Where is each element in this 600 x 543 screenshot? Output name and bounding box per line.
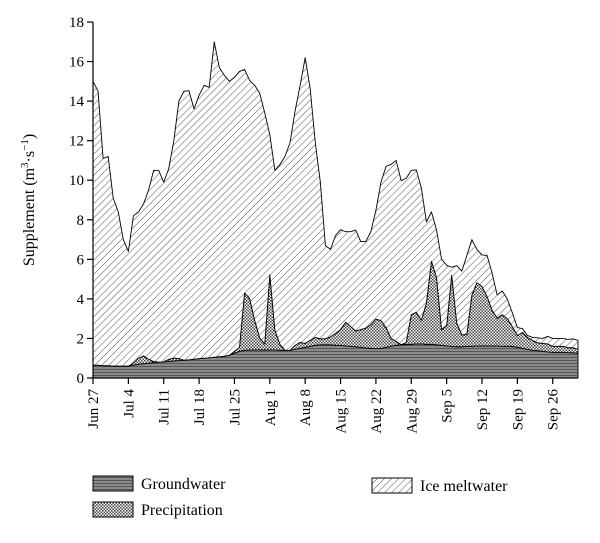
y-tick-label: 18: [69, 15, 84, 31]
y-axis-label: Supplement (m3·s−1): [19, 134, 38, 266]
x-axis: Jun 27 Jul 4 Jul 11 Jul 18 Jul 25 Aug 1 Aug 8 A…: [86, 377, 578, 434]
legend-label-precipitation: Precipitation: [141, 502, 223, 519]
x-tick-label: Sep 26: [546, 389, 562, 431]
areas-layer: [92, 41, 579, 379]
x-tick-label: Aug 15: [334, 389, 350, 434]
legend-item-groundwater: Groundwater: [92, 475, 226, 493]
x-tick-label: Sep 5: [440, 389, 456, 423]
y-tick-label: 14: [69, 94, 85, 110]
legend-label-groundwater: Groundwater: [141, 476, 226, 493]
legend-item-ice-meltwater: Ice meltwater: [371, 477, 508, 495]
x-tick-label: Jul 11: [157, 389, 173, 425]
y-axis: 0 2 4 6 8 10 12 14 16 18: [69, 15, 94, 387]
x-tick-label: Aug 1: [263, 389, 279, 426]
x-tick-label: Sep 12: [475, 389, 491, 430]
x-tick-label: Aug 22: [369, 389, 385, 434]
x-tick-label: Aug 29: [404, 389, 420, 434]
y-tick-label: 2: [77, 331, 85, 347]
x-tick-label: Jul 18: [192, 389, 208, 425]
legend-swatch-groundwater: [92, 475, 134, 492]
legend-swatch-precipitation: [92, 501, 134, 518]
legend-label-ice-meltwater: Ice meltwater: [420, 478, 508, 495]
legend: Groundwater Ice meltwater Precipitation: [92, 475, 508, 519]
x-tick-label: Sep 19: [510, 389, 526, 430]
x-tick-label: Jul 25: [227, 389, 243, 425]
y-tick-label: 4: [77, 292, 85, 308]
x-tick-label: Jun 27: [86, 389, 102, 429]
y-tick-label: 10: [69, 173, 84, 189]
x-tick-label: Jul 4: [121, 389, 137, 418]
y-tick-label: 6: [77, 252, 85, 268]
y-tick-label: 12: [69, 134, 84, 150]
y-tick-label: 16: [69, 55, 85, 71]
x-tick-label: Aug 8: [298, 389, 314, 426]
area-ice-meltwater: [92, 41, 579, 367]
legend-swatch-ice-meltwater: [371, 477, 413, 494]
y-tick-label: 8: [77, 213, 85, 229]
y-tick-label: 0: [77, 371, 85, 387]
legend-item-precipitation: Precipitation: [92, 501, 223, 519]
